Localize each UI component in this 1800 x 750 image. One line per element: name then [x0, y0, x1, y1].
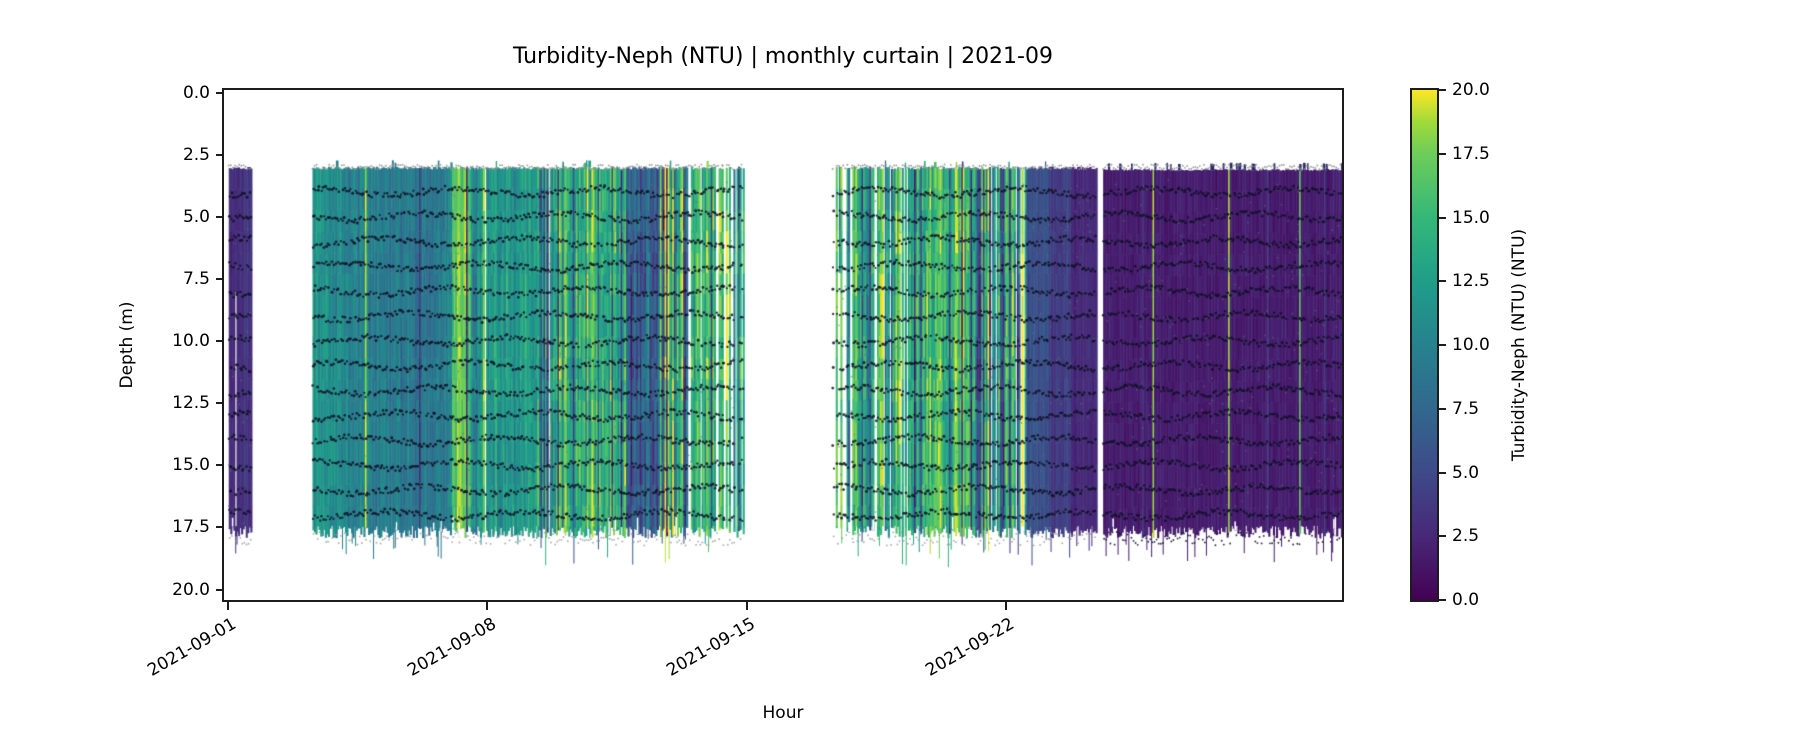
y-tick-mark — [216, 215, 224, 218]
x-tick-label: 2021-09-01 — [144, 614, 240, 681]
y-tick-mark — [216, 464, 224, 467]
colorbar-tick-mark — [1439, 216, 1446, 219]
y-tick-label: 20.0 — [172, 579, 210, 600]
y-tick-label: 17.5 — [172, 517, 210, 538]
colorbar-tick-label: 0.0 — [1452, 590, 1480, 610]
colorbar-tick-label: 17.5 — [1452, 143, 1490, 164]
y-tick-label: 2.5 — [182, 144, 210, 165]
colorbar-tick-label: 7.5 — [1452, 398, 1480, 419]
colorbar-tick-mark — [1439, 89, 1446, 91]
colorbar-tick-mark — [1439, 599, 1446, 601]
y-tick-label: 0.0 — [182, 82, 210, 103]
chart-title: Turbidity-Neph (NTU) | monthly curtain |… — [513, 44, 1053, 69]
x-tick-mark — [1005, 602, 1008, 610]
colorbar-tick-label: 5.0 — [1452, 462, 1480, 483]
colorbar-tick-label: 2.5 — [1452, 526, 1480, 547]
colorbar-tick-mark — [1439, 407, 1446, 410]
y-tick-label: 5.0 — [182, 206, 210, 227]
y-tick-label: 7.5 — [182, 268, 210, 289]
x-tick-label: 2021-09-22 — [922, 614, 1019, 681]
x-tick-mark — [227, 602, 229, 610]
y-tick-mark — [216, 277, 224, 280]
y-tick-label: 10.0 — [172, 331, 210, 351]
y-tick-mark — [216, 340, 224, 342]
colorbar-tick-mark — [1439, 535, 1446, 538]
x-tick-label: 2021-09-15 — [663, 614, 759, 681]
y-tick-label: 15.0 — [172, 455, 210, 476]
curtain-heatmap-canvas — [224, 90, 1342, 600]
colorbar-tick-label: 10.0 — [1452, 335, 1490, 355]
colorbar-tick-mark — [1439, 471, 1446, 474]
colorbar-tick-mark — [1439, 344, 1446, 346]
x-tick-mark — [745, 602, 748, 610]
y-axis-label: Depth (m) — [117, 301, 137, 389]
colorbar-tick-label: 12.5 — [1452, 271, 1490, 292]
x-tick-label: 2021-09-08 — [403, 614, 500, 681]
colorbar-tick-label: 15.0 — [1452, 207, 1490, 228]
y-tick-mark — [216, 402, 224, 405]
colorbar-tick-mark — [1439, 280, 1446, 283]
y-tick-mark — [216, 91, 224, 94]
colorbar — [1410, 88, 1439, 602]
y-tick-label: 12.5 — [172, 393, 210, 414]
y-tick-mark — [216, 526, 224, 529]
y-tick-mark — [216, 153, 224, 156]
y-tick-mark — [216, 588, 224, 591]
colorbar-gradient — [1412, 90, 1437, 600]
x-axis-label: Hour — [762, 703, 804, 723]
colorbar-label: Turbidity-Neph (NTU) (NTU) — [1509, 228, 1529, 462]
colorbar-tick-mark — [1439, 152, 1446, 155]
colorbar-tick-label: 20.0 — [1452, 80, 1490, 100]
x-tick-mark — [486, 602, 489, 610]
